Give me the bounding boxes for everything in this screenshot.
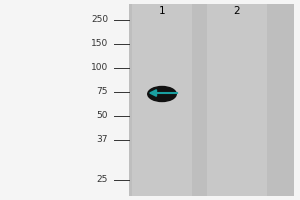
Text: 2: 2 <box>234 6 240 16</box>
Bar <box>129 4 294 196</box>
Text: 150: 150 <box>91 40 108 48</box>
Bar <box>207 4 267 196</box>
Bar <box>132 4 192 196</box>
Text: 250: 250 <box>91 16 108 24</box>
Text: 1: 1 <box>159 6 165 16</box>
Text: 100: 100 <box>91 64 108 72</box>
Text: 25: 25 <box>97 176 108 184</box>
Ellipse shape <box>148 86 176 102</box>
Text: 50: 50 <box>97 112 108 120</box>
Text: 75: 75 <box>97 88 108 97</box>
Text: 37: 37 <box>97 136 108 144</box>
